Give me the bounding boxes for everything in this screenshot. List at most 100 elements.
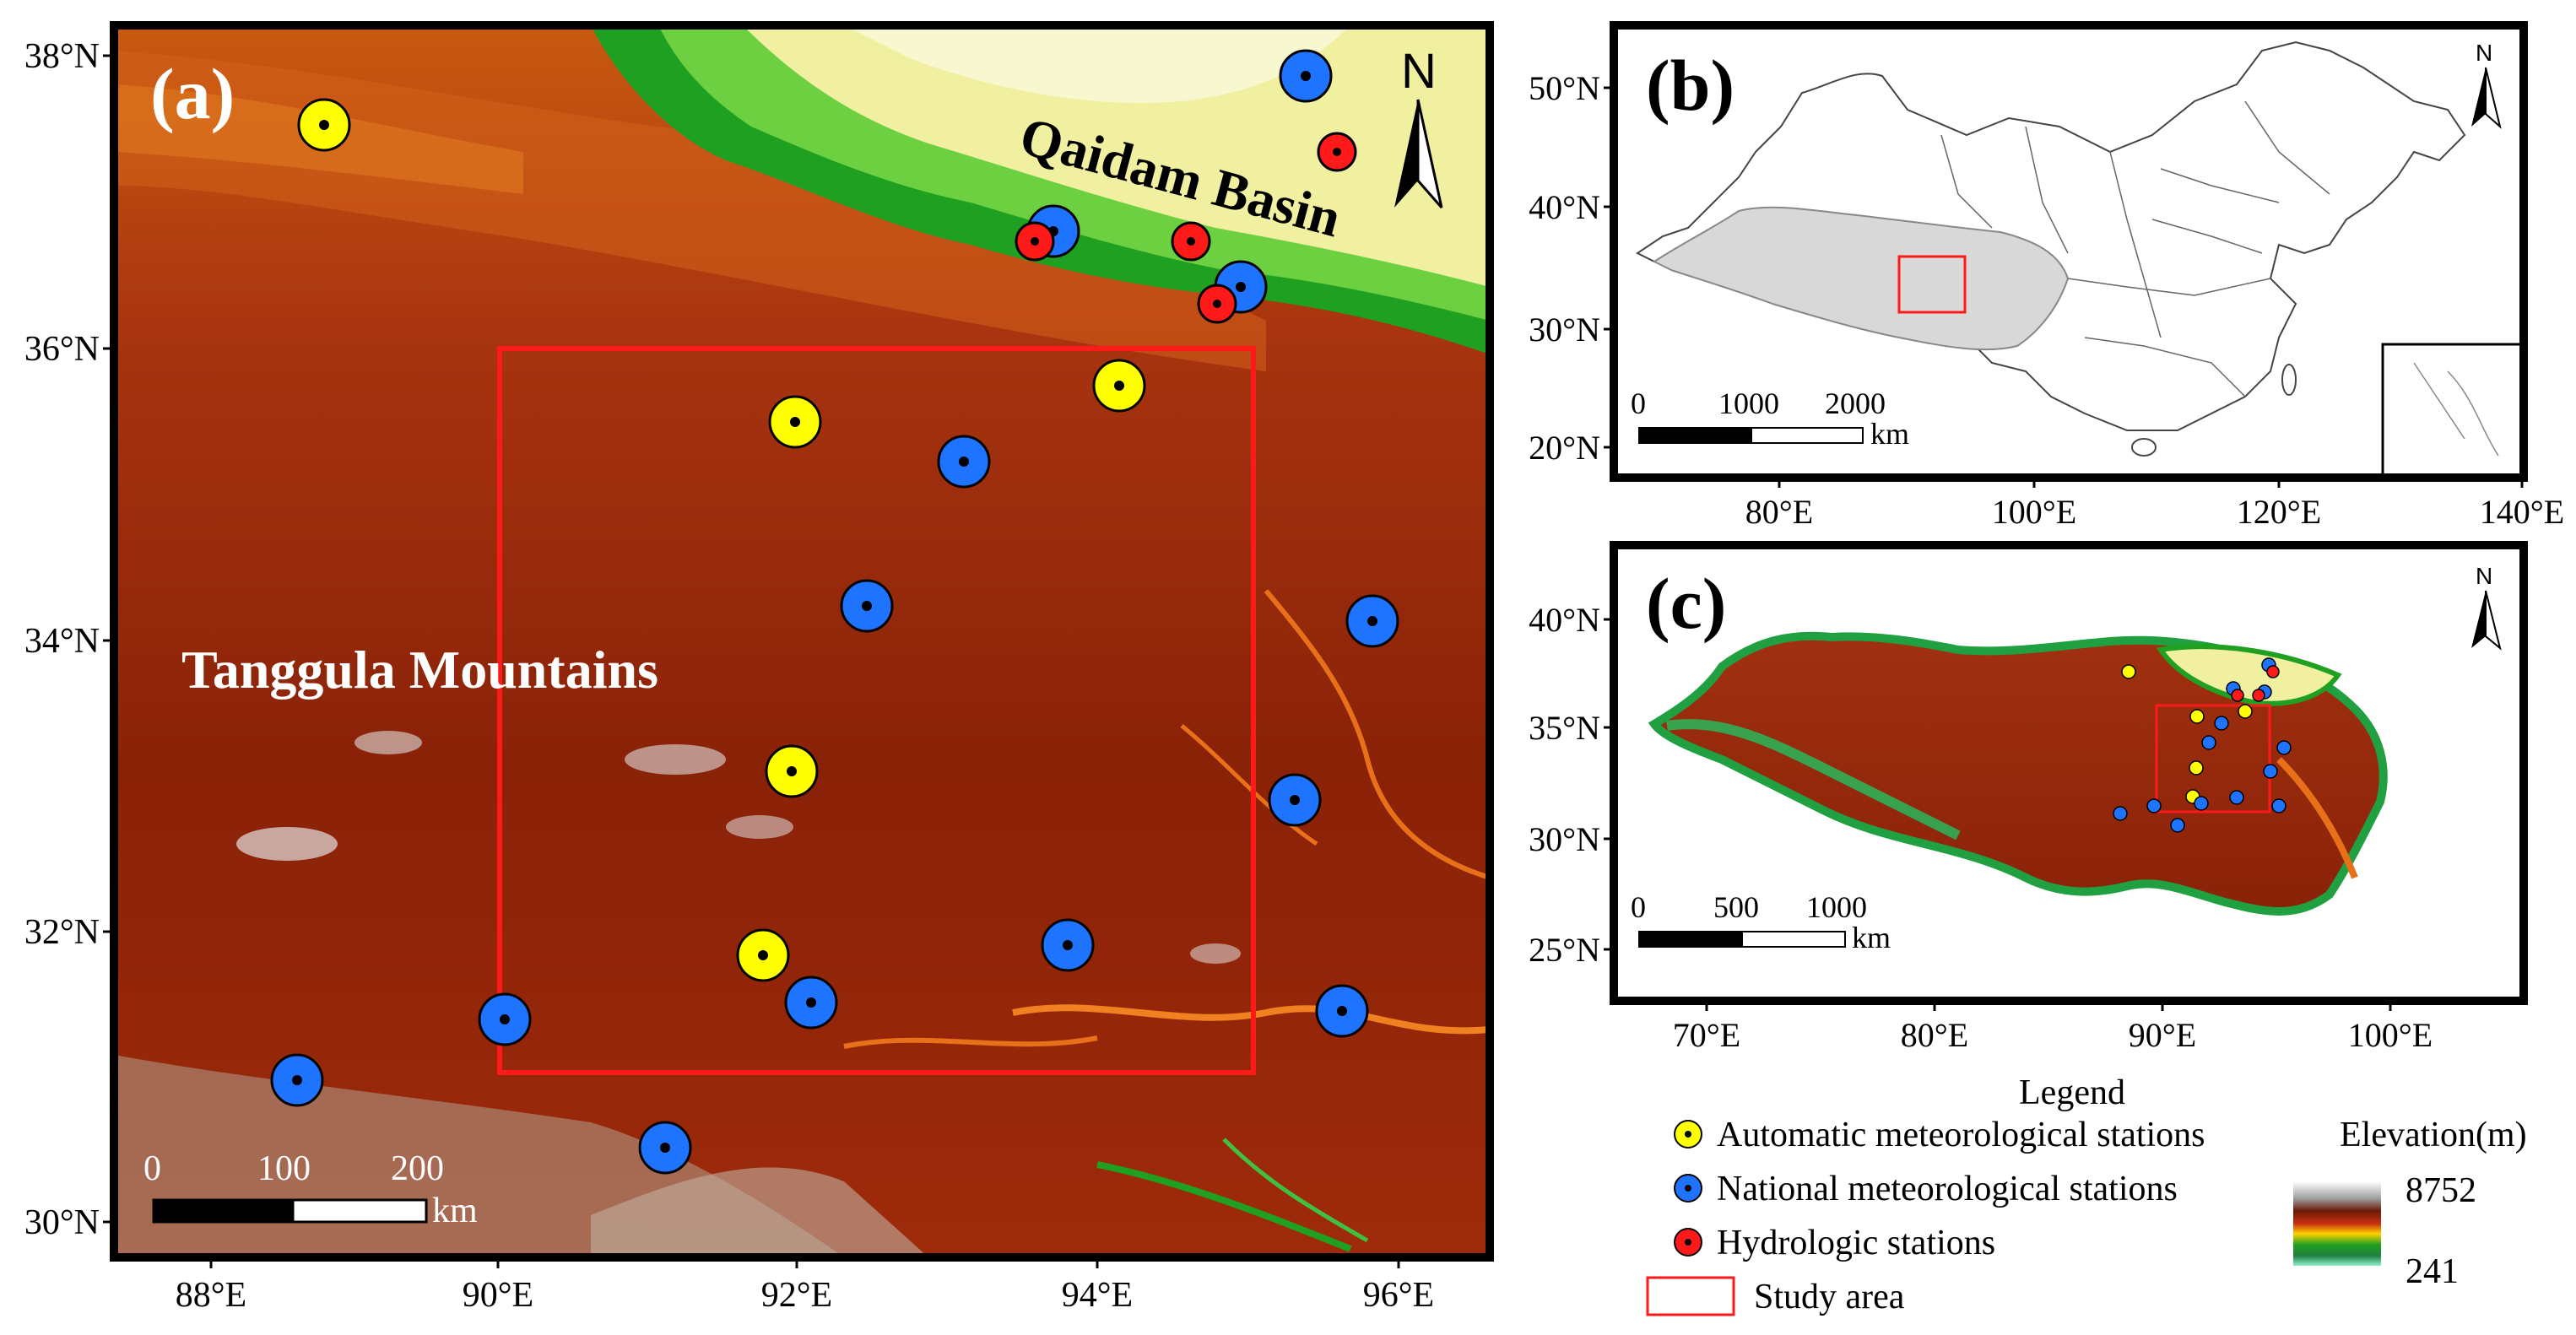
hydro-station (1317, 132, 1357, 172)
study-area-box-c (2155, 704, 2271, 813)
lat-tick: 30°N (1529, 820, 1600, 858)
lon-tick: 70°E (1673, 1016, 1740, 1054)
legend-national-icon (1674, 1174, 1702, 1203)
panel-b-lon-ticks: 80°E 100°E 120°E 140°E (1745, 478, 2564, 531)
legend: Legend Automatic meteorological stations… (1646, 1073, 2527, 1316)
lat-tick: 38°N (24, 37, 100, 76)
national-station (1279, 49, 1333, 103)
qaidam-region-c (2156, 644, 2342, 706)
lon-tick: 80°E (1901, 1016, 1968, 1054)
elevation-min: 241 (2406, 1252, 2459, 1291)
scale-tick: 0 (1631, 386, 1646, 420)
national-station (478, 992, 532, 1046)
scale-tick: 200 (391, 1149, 444, 1188)
panel-c: (c) N 0 500 1000 km 40°N 35°N 30°N 25°N (1529, 541, 2528, 1054)
scale-tick: 1000 (1718, 386, 1779, 420)
legend-title: Legend (2019, 1073, 2125, 1112)
scale-tick: 2000 (1825, 386, 1886, 420)
national-station (1268, 773, 1322, 827)
hydro-station (1197, 284, 1237, 324)
panel-b-frame (1610, 21, 2528, 482)
legend-hydro-icon (1674, 1228, 1702, 1257)
lon-tick: 96°E (1363, 1276, 1434, 1315)
national-station (784, 976, 838, 1030)
national-station (1041, 918, 1095, 972)
auto-station (765, 744, 819, 798)
auto-station (1092, 359, 1146, 413)
north-arrow-icon: N (2471, 563, 2502, 651)
study-area-box-b (1897, 255, 1967, 314)
automatic-station-markers (297, 98, 1146, 982)
national-station (638, 1121, 692, 1175)
elevation-title: Elevation(m) (2340, 1116, 2527, 1154)
scale-bar-b: 0 1000 2000 km (1631, 386, 1909, 451)
scale-unit: km (1870, 417, 1909, 451)
legend-item: Hydrologic stations (1717, 1224, 1995, 1262)
hydro-station (1171, 221, 1211, 262)
hydrologic-station-markers (1015, 132, 1357, 324)
lon-tick: 92°E (761, 1276, 832, 1315)
lat-tick: 35°N (1529, 709, 1600, 747)
scale-tick: 0 (143, 1149, 161, 1188)
scale-tick: 1000 (1806, 890, 1867, 924)
scale-unit: km (1852, 921, 1891, 954)
lat-tick: 34°N (24, 622, 100, 661)
panel-a-lon-ticks: 88°E 90°E 92°E 94°E 96°E (176, 1257, 1434, 1315)
scale-unit: km (432, 1192, 478, 1230)
lat-tick: 30°N (1529, 311, 1600, 349)
scale-tick: 500 (1713, 890, 1759, 924)
national-station (937, 435, 991, 489)
scale-tick: 100 (257, 1149, 311, 1188)
lon-tick: 94°E (1062, 1276, 1133, 1315)
south-sea-inset (2381, 343, 2523, 478)
north-arrow-icon: N (2471, 40, 2502, 129)
auto-station (736, 928, 790, 982)
lat-tick: 25°N (1529, 931, 1600, 969)
panel-b-label: (b) (1646, 45, 1734, 126)
national-station (1345, 594, 1399, 648)
north-label: N (1401, 44, 1437, 99)
elevation-color-ramp (2293, 1181, 2381, 1266)
north-label: N (2476, 563, 2492, 589)
north-label: N (2476, 40, 2492, 66)
national-station (840, 579, 894, 633)
lat-tick: 50°N (1529, 69, 1600, 107)
panel-b-lat-ticks: 50°N 40°N 30°N 20°N (1529, 69, 1614, 467)
panel-a-label: (a) (150, 53, 235, 134)
lon-tick: 80°E (1745, 493, 1813, 531)
lat-tick: 40°N (1529, 601, 1600, 639)
lon-tick: 90°E (2129, 1016, 2196, 1054)
auto-station (768, 395, 822, 449)
scale-tick: 0 (1631, 890, 1646, 924)
study-area-box (497, 346, 1256, 1075)
hydro-station (1015, 221, 1055, 262)
legend-auto-icon (1674, 1120, 1702, 1149)
north-arrow-icon: N (1394, 44, 1443, 208)
scale-bar-a: 0 100 200 km (143, 1149, 478, 1230)
national-station (270, 1053, 324, 1107)
panel-c-lon-ticks: 70°E 80°E 90°E 100°E (1673, 1001, 2433, 1054)
elevation-map-a (114, 25, 1490, 1257)
legend-item: Study area (1754, 1278, 1905, 1316)
panel-c-label: (c) (1646, 563, 1726, 644)
scale-bar-c: 0 500 1000 km (1631, 890, 1891, 954)
lon-tick: 140°E (2480, 493, 2564, 531)
panel-c-frame (1610, 541, 2528, 1005)
panel-a: (a) Qaidam Basin Tanggula Mountains N 0 … (24, 21, 1494, 1315)
legend-item: Automatic meteorological stations (1717, 1116, 2205, 1154)
tanggula-mountains-label: Tanggula Mountains (181, 640, 658, 700)
lon-tick: 120°E (2237, 493, 2321, 531)
station-dots-c (2113, 657, 2292, 833)
lon-tick: 88°E (176, 1276, 246, 1315)
lon-tick: 100°E (2348, 1016, 2433, 1054)
lat-tick: 36°N (24, 330, 100, 369)
national-station (1315, 984, 1369, 1038)
auto-station (297, 98, 351, 152)
lat-tick: 20°N (1529, 429, 1600, 467)
province-lines (1940, 100, 2330, 397)
lon-tick: 90°E (463, 1276, 533, 1315)
lat-tick: 30°N (24, 1203, 100, 1242)
plateau-region (1653, 206, 2070, 351)
elevation-max: 8752 (2406, 1171, 2476, 1210)
lon-tick: 100°E (1992, 493, 2076, 531)
